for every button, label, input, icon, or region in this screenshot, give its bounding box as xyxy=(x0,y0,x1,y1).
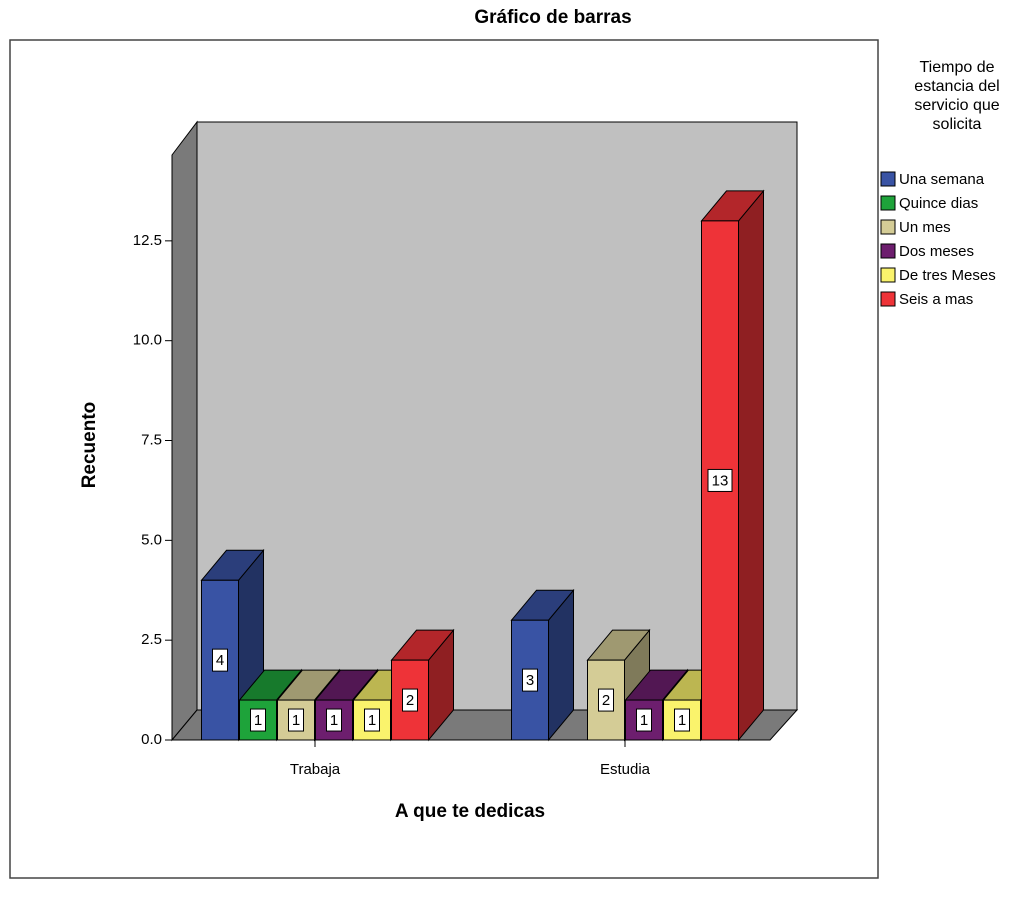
left-wall xyxy=(171,120,198,742)
legend-swatch xyxy=(880,195,896,211)
legend-swatch xyxy=(880,291,896,307)
legend-title: estancia del xyxy=(914,78,999,95)
legend-swatch xyxy=(880,267,896,283)
chart-title: Gráfico de barras xyxy=(474,7,631,28)
data-label-box xyxy=(364,708,380,732)
data-label-box xyxy=(522,668,538,692)
data-label-box xyxy=(674,708,690,732)
legend-title: solicita xyxy=(933,116,982,133)
legend-label: Un mes xyxy=(899,219,951,236)
data-label: 3 xyxy=(526,672,534,689)
data-label-box xyxy=(250,708,266,732)
data-label-box xyxy=(707,468,733,492)
legend-swatch xyxy=(880,171,896,187)
y-tick-label: 5.0 xyxy=(141,531,162,548)
data-label-box xyxy=(288,708,304,732)
data-label: 2 xyxy=(602,692,610,709)
y-tick-label: 7.5 xyxy=(141,431,162,448)
data-label-box xyxy=(636,708,652,732)
data-label: 4 xyxy=(216,652,224,669)
data-label: 1 xyxy=(330,712,338,729)
data-label-box xyxy=(326,708,342,732)
data-label: 1 xyxy=(640,712,648,729)
legend-label: Una semana xyxy=(899,171,985,188)
data-label: 1 xyxy=(292,712,300,729)
data-label: 1 xyxy=(368,712,376,729)
legend-title: Tiempo de xyxy=(920,59,995,76)
legend-swatch xyxy=(880,219,896,235)
legend-label: Seis a mas xyxy=(899,291,973,308)
y-tick-label: 0.0 xyxy=(141,731,162,748)
legend-title: servicio que xyxy=(914,97,999,114)
data-label-box xyxy=(402,688,418,712)
legend-swatch xyxy=(880,243,896,259)
x-tick-label: Trabaja xyxy=(290,761,341,778)
data-label: 1 xyxy=(678,712,686,729)
legend-label: Quince dias xyxy=(899,195,978,212)
bar xyxy=(239,699,277,741)
bar-side xyxy=(738,189,764,742)
x-tick-label: Estudia xyxy=(600,761,651,778)
y-tick-label: 10.0 xyxy=(133,332,162,349)
y-tick-label: 12.5 xyxy=(133,232,162,249)
legend-label: De tres Meses xyxy=(899,267,996,284)
data-label-box xyxy=(212,648,228,672)
data-label: 1 xyxy=(254,712,262,729)
data-label: 13 xyxy=(712,472,729,489)
data-label-box xyxy=(598,688,614,712)
y-tick-label: 2.5 xyxy=(141,631,162,648)
data-label: 2 xyxy=(406,692,414,709)
y-axis-title: Recuento xyxy=(79,402,100,489)
legend-label: Dos meses xyxy=(899,243,974,260)
x-axis-title: A que te dedicas xyxy=(395,801,545,822)
